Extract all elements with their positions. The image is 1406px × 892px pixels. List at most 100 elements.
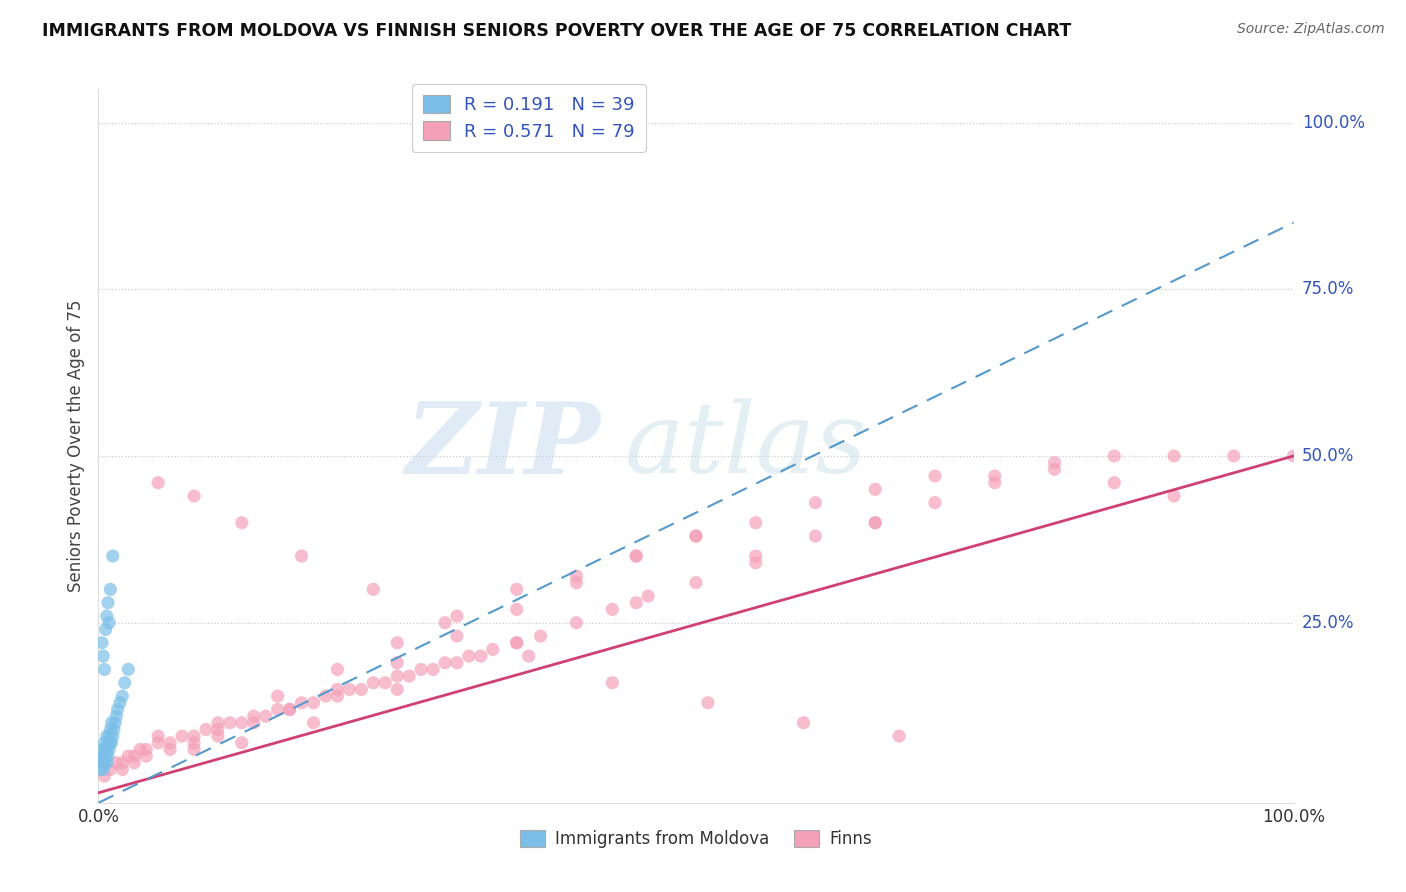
Text: 100.0%: 100.0%: [1302, 113, 1365, 131]
Point: [183, 736, 205, 750]
Point: [793, 715, 815, 730]
Text: 75.0%: 75.0%: [1302, 280, 1354, 298]
Text: Source: ZipAtlas.com: Source: ZipAtlas.com: [1237, 22, 1385, 37]
Point: [96, 742, 118, 756]
Point: [114, 675, 136, 690]
Point: [1282, 449, 1305, 463]
Point: [1104, 475, 1126, 490]
Point: [506, 602, 529, 616]
Point: [363, 582, 385, 597]
Point: [124, 749, 146, 764]
Point: [219, 715, 242, 730]
Point: [804, 529, 827, 543]
Point: [231, 736, 253, 750]
Point: [291, 696, 314, 710]
Point: [231, 516, 253, 530]
Point: [98, 723, 122, 737]
Point: [326, 689, 349, 703]
Point: [984, 469, 1007, 483]
Point: [207, 723, 229, 737]
Point: [315, 689, 337, 703]
Point: [385, 636, 409, 650]
Point: [470, 649, 492, 664]
Point: [1163, 489, 1185, 503]
Point: [129, 742, 152, 756]
Point: [96, 756, 118, 770]
Point: [565, 575, 588, 590]
Point: [183, 729, 205, 743]
Point: [506, 582, 529, 597]
Text: 25.0%: 25.0%: [1302, 614, 1354, 632]
Point: [231, 715, 253, 730]
Point: [195, 723, 218, 737]
Point: [865, 483, 887, 497]
Point: [267, 689, 290, 703]
Point: [517, 649, 540, 664]
Point: [207, 715, 229, 730]
Point: [117, 662, 139, 676]
Point: [363, 675, 385, 690]
Point: [91, 636, 114, 650]
Point: [111, 756, 134, 770]
Point: [93, 756, 115, 770]
Point: [685, 575, 707, 590]
Point: [481, 642, 505, 657]
Point: [108, 696, 131, 710]
Point: [207, 729, 229, 743]
Point: [1043, 456, 1066, 470]
Point: [685, 529, 707, 543]
Point: [422, 662, 444, 676]
Point: [865, 516, 887, 530]
Point: [94, 749, 117, 764]
Point: [105, 756, 128, 770]
Legend: Immigrants from Moldova, Finns: Immigrants from Moldova, Finns: [513, 823, 879, 855]
Point: [98, 729, 121, 743]
Point: [111, 763, 134, 777]
Point: [278, 702, 301, 716]
Point: [101, 549, 124, 563]
Point: [94, 742, 117, 756]
Point: [446, 656, 468, 670]
Text: IMMIGRANTS FROM MOLDOVA VS FINNISH SENIORS POVERTY OVER THE AGE OF 75 CORRELATIO: IMMIGRANTS FROM MOLDOVA VS FINNISH SENIO…: [42, 22, 1071, 40]
Point: [374, 675, 396, 690]
Point: [103, 723, 125, 737]
Point: [172, 729, 194, 743]
Point: [98, 763, 122, 777]
Point: [434, 656, 457, 670]
Y-axis label: Seniors Poverty Over the Age of 75: Seniors Poverty Over the Age of 75: [66, 300, 84, 592]
Point: [100, 715, 122, 730]
Point: [804, 496, 827, 510]
Point: [96, 609, 118, 624]
Point: [98, 582, 122, 597]
Point: [326, 662, 349, 676]
Point: [1043, 462, 1066, 476]
Text: 50.0%: 50.0%: [1302, 447, 1354, 465]
Point: [745, 549, 768, 563]
Point: [446, 609, 468, 624]
Point: [148, 475, 170, 490]
Point: [326, 682, 349, 697]
Point: [565, 569, 588, 583]
Point: [135, 742, 157, 756]
Point: [148, 736, 170, 750]
Point: [626, 596, 648, 610]
Point: [98, 615, 121, 630]
Point: [1104, 449, 1126, 463]
Point: [124, 756, 146, 770]
Point: [93, 662, 115, 676]
Point: [91, 763, 114, 777]
Point: [91, 649, 114, 664]
Point: [385, 656, 409, 670]
Point: [506, 636, 529, 650]
Point: [100, 736, 122, 750]
Point: [924, 496, 946, 510]
Point: [90, 763, 112, 777]
Text: ZIP: ZIP: [405, 398, 600, 494]
Point: [91, 749, 114, 764]
Point: [385, 682, 409, 697]
Point: [101, 729, 124, 743]
Point: [183, 489, 205, 503]
Point: [111, 689, 134, 703]
Point: [93, 736, 115, 750]
Point: [93, 769, 115, 783]
